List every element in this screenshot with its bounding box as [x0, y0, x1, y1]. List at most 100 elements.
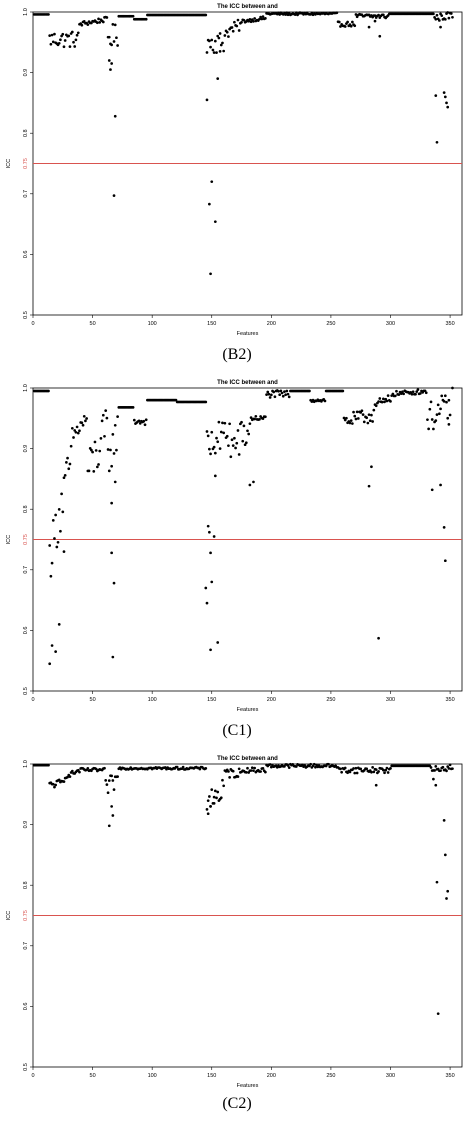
data-point	[54, 783, 57, 787]
data-point	[434, 419, 438, 422]
panel-label-c1: (C1)	[222, 722, 252, 739]
data-point	[370, 770, 373, 774]
data-point	[67, 34, 71, 38]
data-point	[206, 799, 210, 803]
data-point	[430, 418, 434, 421]
data-point	[237, 29, 241, 32]
data-point	[280, 391, 284, 395]
x-tick-label: 250	[326, 1073, 335, 1079]
x-tick-label: 0	[31, 697, 34, 703]
data-point	[264, 770, 267, 774]
data-point	[210, 430, 214, 434]
data-point	[247, 432, 251, 436]
data-point	[47, 763, 50, 767]
data-point	[365, 767, 369, 771]
data-point	[228, 422, 231, 426]
data-point	[360, 409, 364, 413]
data-point	[204, 13, 208, 17]
data-point	[434, 765, 438, 768]
x-tick-label: 100	[148, 321, 157, 327]
data-point	[386, 394, 390, 397]
data-point	[258, 17, 261, 21]
data-point	[112, 194, 116, 197]
data-point	[424, 391, 428, 395]
data-point	[103, 766, 106, 770]
data-point	[432, 427, 435, 431]
data-point	[341, 389, 345, 393]
data-point	[447, 767, 451, 770]
x-tick-label: 300	[386, 1073, 395, 1079]
data-point	[372, 408, 376, 412]
data-point	[213, 220, 217, 224]
data-point	[378, 34, 382, 38]
data-point	[230, 438, 234, 442]
data-point	[252, 20, 255, 23]
data-point	[448, 413, 452, 417]
data-point	[293, 13, 297, 17]
data-point	[70, 769, 74, 773]
data-point	[443, 95, 447, 99]
data-point	[247, 19, 251, 23]
data-point	[131, 406, 135, 409]
chart-panel-b2: The ICC between and 0 50 100 150 200 250 300 350…	[0, 0, 474, 372]
data-point	[223, 34, 227, 37]
data-point	[216, 77, 220, 81]
data-point	[287, 395, 291, 399]
data-point	[440, 14, 444, 17]
data-point	[111, 433, 115, 436]
data-point	[268, 763, 272, 766]
data-point	[366, 421, 370, 425]
data-point	[218, 50, 222, 53]
data-point	[53, 785, 56, 789]
data-point	[72, 436, 75, 439]
data-point	[213, 451, 217, 455]
data-point	[309, 762, 313, 766]
data-point	[443, 559, 447, 563]
data-point	[370, 413, 373, 417]
chart-panel-c2: The ICC between and 0 50 100 150 200 250 300 350…	[0, 752, 474, 1121]
data-point	[374, 404, 378, 408]
data-point	[353, 414, 357, 418]
data-point	[209, 272, 212, 276]
data-point	[240, 420, 243, 424]
data-point	[240, 20, 243, 24]
data-point	[439, 407, 442, 411]
data-point	[348, 770, 352, 774]
data-point	[261, 15, 265, 18]
data-point	[98, 449, 102, 453]
data-point	[435, 880, 439, 884]
data-point	[215, 51, 218, 54]
panel-label-c2: (C2)	[222, 1095, 252, 1112]
data-point	[110, 62, 113, 65]
scatter-plot-c1: The ICC between and 0 50 100 150 200 250 300 350…	[6, 380, 463, 713]
data-point	[367, 413, 371, 417]
data-point	[389, 766, 392, 770]
data-point	[374, 783, 378, 787]
data-point	[433, 769, 436, 772]
data-point	[384, 768, 388, 772]
data-point	[138, 422, 142, 425]
data-point	[445, 101, 448, 105]
data-point	[327, 762, 330, 766]
data-point	[205, 601, 209, 605]
x-tick-label: 200	[267, 697, 276, 703]
data-point	[446, 105, 450, 109]
data-point	[415, 390, 419, 393]
data-point	[361, 413, 365, 416]
data-point	[111, 655, 115, 659]
data-point	[90, 448, 93, 452]
data-point	[81, 423, 85, 427]
data-point	[68, 45, 72, 48]
data-point	[349, 24, 353, 28]
data-point	[351, 20, 354, 24]
data-point	[445, 897, 448, 900]
data-point	[209, 648, 212, 652]
data-point	[222, 49, 226, 53]
data-point	[104, 779, 108, 782]
y-tick-label: 0.7	[23, 190, 29, 198]
data-point	[429, 766, 433, 769]
data-point	[66, 456, 69, 460]
data-point	[439, 25, 442, 29]
data-point	[181, 765, 185, 769]
data-point	[373, 14, 377, 17]
